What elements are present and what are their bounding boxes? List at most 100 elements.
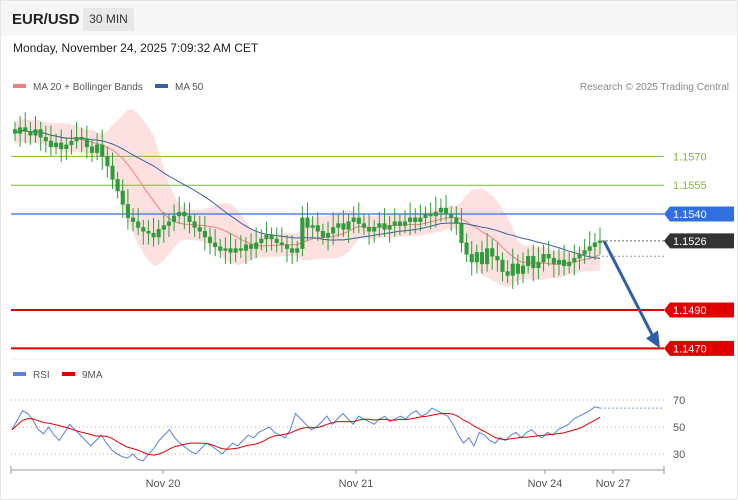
candle [551,250,556,278]
candle [223,237,228,264]
candle [346,214,351,243]
candle [74,121,79,149]
candle [469,240,474,276]
candle [372,219,377,243]
rsi-panel: 70 50 30 [11,395,685,462]
price-tag-label: 1.1490 [673,305,707,317]
candle [136,208,141,236]
candle [505,260,510,284]
legend-9ma-swatch [62,372,75,376]
legend-rsi-swatch [13,372,26,376]
rsi-tick-label: 30 [673,449,685,461]
candle [587,231,592,259]
candle [597,227,603,255]
candle [541,244,546,272]
price-level-label: 1.1555 [673,180,707,192]
candle [218,238,223,259]
candle [459,208,464,253]
candle [110,152,115,190]
x-tick-label: Nov 21 [339,478,374,490]
candle [115,171,120,199]
candle [305,202,310,241]
candle [269,227,274,251]
candle [325,221,331,251]
candle [84,125,89,159]
candle [341,210,346,238]
candle [367,214,372,245]
candle [249,233,254,261]
credit-text: Research © 2025 Trading Central [580,82,729,93]
candle [12,121,18,142]
legend-ma20-label: MA 20 + Bollinger Bands [33,82,143,93]
candle [64,137,69,161]
rsi-9ma-line [11,413,601,456]
candle [300,206,305,257]
candle [377,212,382,238]
candle [495,242,500,272]
candle [356,202,361,234]
candle [38,121,43,151]
candle [89,139,95,163]
candle [151,217,156,247]
candle [177,196,182,224]
rsi-tick-label: 70 [673,395,685,407]
candle [592,233,597,261]
candle [202,215,207,251]
candle [454,206,459,236]
candle [182,202,187,230]
candle [449,206,454,232]
candle [95,133,100,161]
candle [69,129,74,155]
forecast-arrow-shaft [602,240,655,338]
candle [290,235,295,264]
x-tick-label: Nov 24 [528,478,563,490]
candle [166,214,171,238]
legend-9ma-label: 9MA [82,370,103,381]
rsi-tick-label: 50 [673,422,685,434]
top-bar: EUR/USD 30 MIN [1,1,737,36]
candle [243,237,248,264]
price-tag [664,233,734,249]
candle [310,215,315,239]
candle [546,240,551,266]
chart-datetime: Monday, November 24, 2025 7:09:32 AM CET [13,41,259,55]
candle [125,189,130,230]
candle [515,254,520,286]
candle [428,202,433,230]
candle [207,227,213,255]
legend-ma50-swatch [155,84,168,88]
symbol-label: EUR/USD [12,11,80,28]
rsi-line [11,406,601,462]
candle [582,238,587,264]
candle [490,238,495,270]
candle [315,212,320,241]
candle [387,215,392,243]
candle [284,235,290,262]
candle [18,116,23,147]
candle [418,204,423,232]
candle [254,227,259,259]
price-tag [664,302,734,318]
legend-ma20-swatch [13,84,26,88]
candle [228,233,233,264]
price-tag [664,206,734,222]
candle [479,240,485,274]
candle [402,210,408,234]
candle [351,206,356,234]
candle [485,233,490,272]
candle [213,229,218,257]
timeframe-button[interactable]: 30 MIN [83,8,134,31]
candle [79,127,84,153]
candle [48,125,53,157]
candle [444,194,449,222]
candle [438,198,443,222]
candle [562,244,567,276]
candle [572,244,577,276]
candle [54,133,59,155]
candle [423,206,428,226]
candle [259,229,264,251]
candle [156,219,161,245]
legend-rsi-label: RSI [33,370,50,381]
legend-ma50-label: MA 50 [175,82,204,93]
